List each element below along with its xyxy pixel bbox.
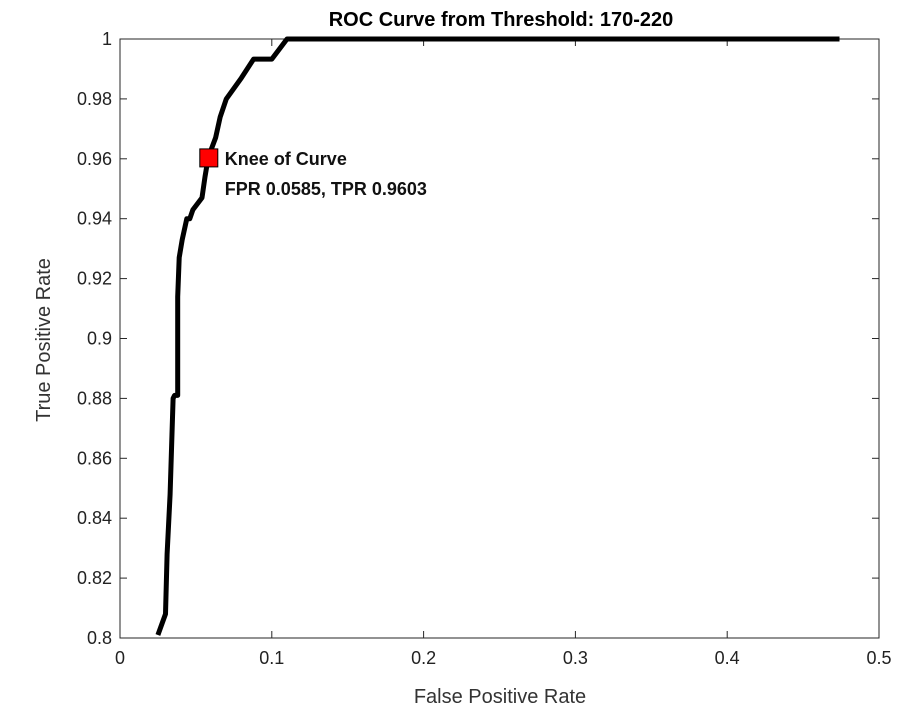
knee-annotation-values: FPR 0.0585, TPR 0.9603 [225, 179, 427, 199]
roc-curve-line [155, 36, 840, 636]
y-axis-label: True Positive Rate [33, 258, 55, 422]
knee-annotation-title: Knee of Curve [225, 149, 347, 169]
y-tick-label: 1 [102, 29, 112, 49]
x-tick-label: 0.2 [411, 648, 436, 668]
y-tick-label: 0.84 [77, 508, 112, 528]
y-tick-label: 0.98 [77, 89, 112, 109]
y-tick-label: 0.92 [77, 269, 112, 289]
y-tick-label: 0.9 [87, 329, 112, 349]
y-tick-label: 0.86 [77, 448, 112, 468]
y-tick-label: 0.82 [77, 568, 112, 588]
plot-area [119, 38, 880, 639]
y-tick-label: 0.8 [87, 628, 112, 648]
y-tick-label: 0.88 [77, 388, 112, 408]
y-tick-label: 0.96 [77, 149, 112, 169]
knee-marker [199, 148, 219, 168]
x-axis-label: False Positive Rate [414, 686, 586, 708]
y-tick-label: 0.94 [77, 209, 112, 229]
x-tick-label: 0.5 [866, 648, 891, 668]
x-tick-label: 0.4 [715, 648, 740, 668]
x-tick-label: 0.1 [259, 648, 284, 668]
chart-title: ROC Curve from Threshold: 170-220 [329, 9, 674, 31]
x-tick-label: 0 [115, 648, 125, 668]
x-tick-label: 0.3 [563, 648, 588, 668]
